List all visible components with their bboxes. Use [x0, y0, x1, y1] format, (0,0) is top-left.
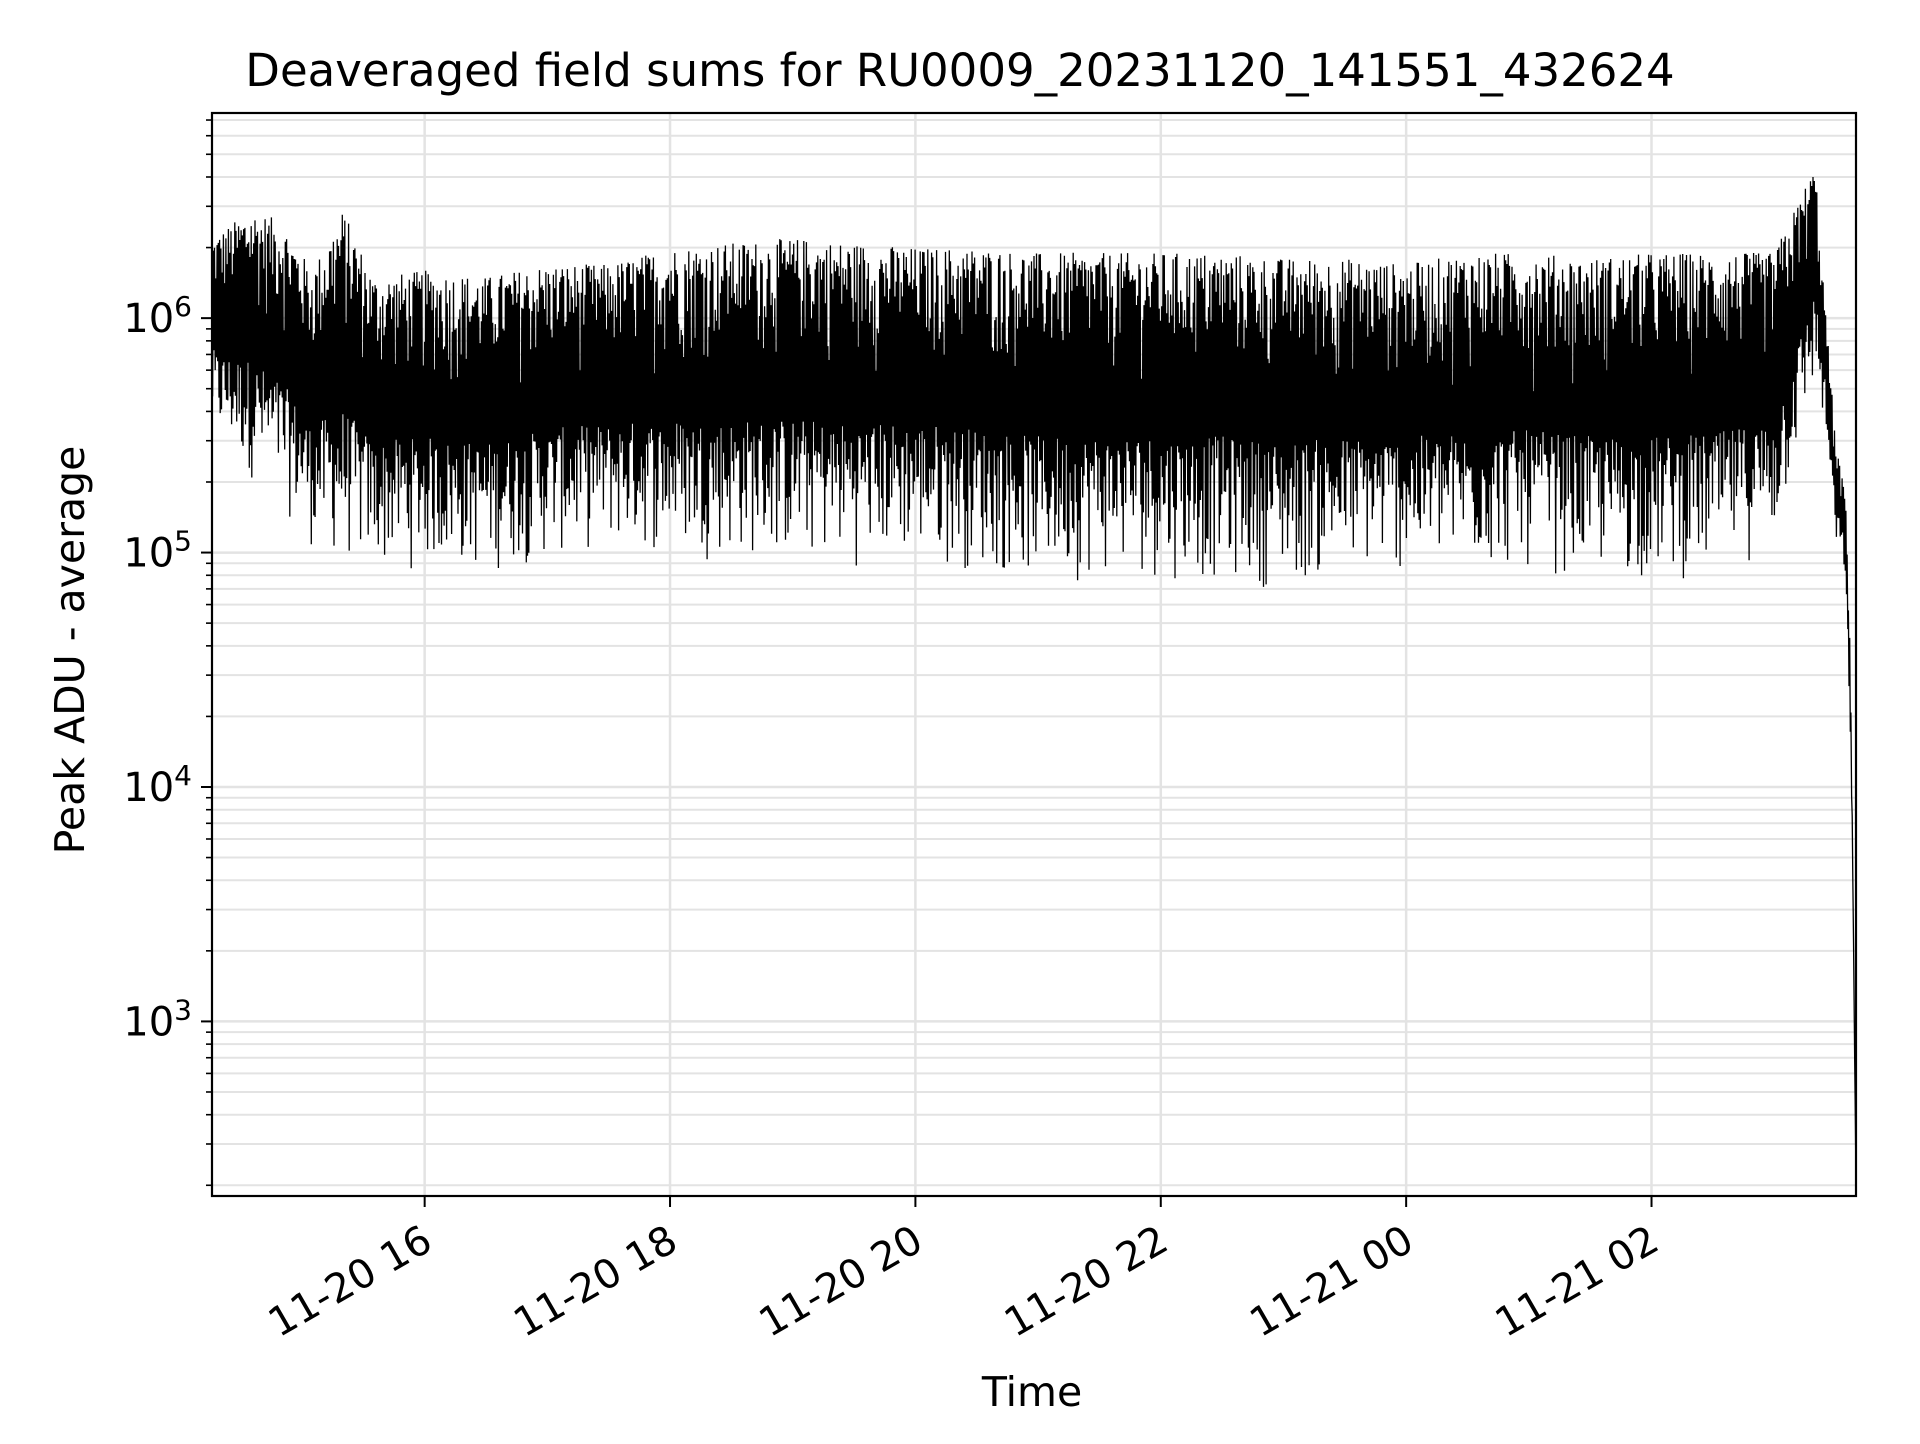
y-axis-label: Peak ADU - average [46, 445, 94, 855]
series-line [211, 176, 1857, 1186]
y-tick-label: 105 [123, 525, 192, 577]
x-axis: 11-20 16 11-20 18 11-20 20 11-20 22 11-21 00… [261, 1196, 1667, 1347]
y-tick-label: 106 [123, 290, 192, 342]
y-tick-label: 103 [123, 993, 192, 1045]
x-tick-label: 11-20 22 [997, 1217, 1176, 1347]
x-tick-label: 11-21 02 [1488, 1217, 1667, 1347]
y-axis: 103 104 105 106 [123, 119, 212, 1187]
x-tick-label: 11-20 16 [261, 1217, 440, 1347]
x-tick-label: 11-21 00 [1242, 1217, 1421, 1347]
x-tick-label: 11-20 18 [506, 1217, 685, 1347]
x-axis-label: Time [981, 1368, 1083, 1416]
chart-title: Deaveraged field sums for RU0009_2023112… [245, 44, 1675, 97]
y-tick-label: 104 [123, 759, 192, 811]
axes-frame [210, 111, 1858, 1198]
x-tick-label: 11-20 20 [752, 1217, 931, 1347]
